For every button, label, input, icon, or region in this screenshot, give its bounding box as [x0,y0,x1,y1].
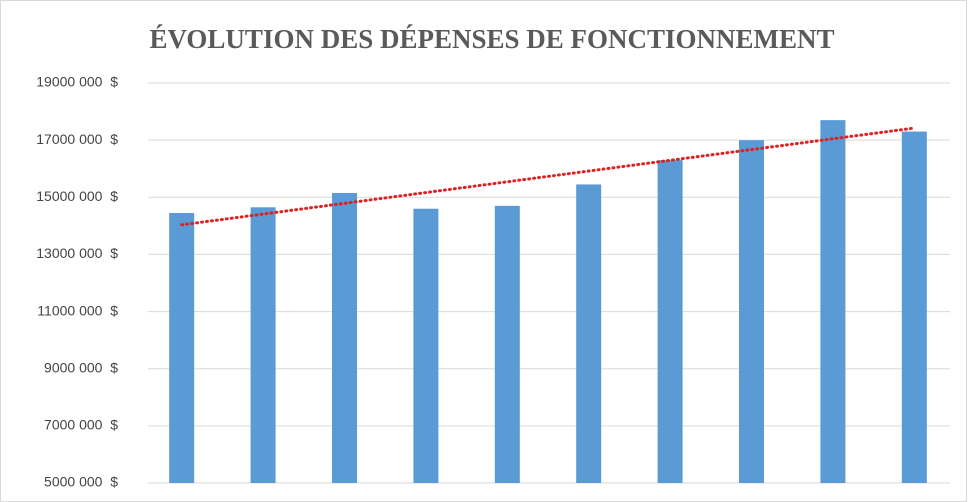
y-tick-label: 5000 000 $ [44,474,118,490]
y-tick-label: 11000 000 $ [37,302,118,318]
bar [413,208,439,483]
y-tick-label: 13000 000 $ [36,245,118,261]
bar [901,131,927,484]
bar [820,120,846,484]
y-tick-label: 9000 000 $ [44,359,118,375]
bar [739,140,764,483]
bar [494,205,520,483]
bar [576,184,602,483]
trendline [180,126,916,227]
y-tick-label: 17000 000 $ [36,131,118,147]
y-tick-label: 19000 000 $ [36,74,118,90]
bar [169,213,195,483]
bar [657,160,683,483]
chart-title: ÉVOLUTION DES DÉPENSES DE FONCTIONNEMENT [149,24,834,54]
y-tick-label: 7000 000 $ [44,417,118,433]
bar [332,193,357,483]
bar [250,207,276,484]
y-tick-label: 15000 000 $ [36,188,118,204]
